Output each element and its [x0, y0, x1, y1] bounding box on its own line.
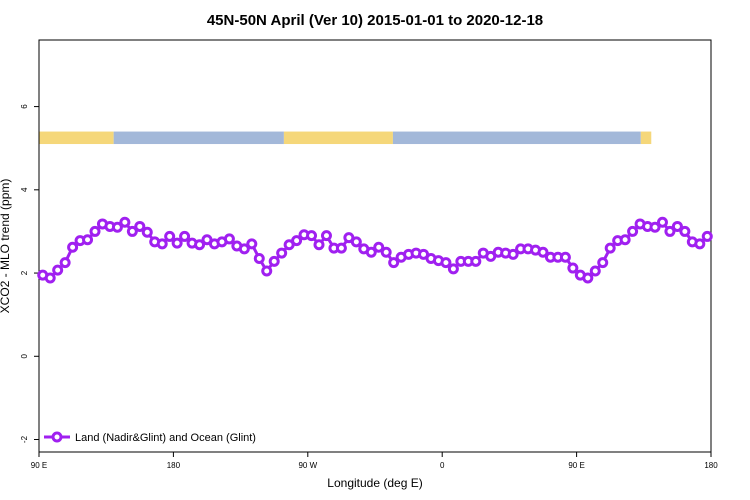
data-point — [246, 238, 258, 250]
data-point — [656, 216, 668, 228]
data-point — [44, 272, 56, 284]
data-point — [335, 242, 347, 254]
data-point — [82, 234, 94, 246]
data-point — [52, 264, 64, 276]
y-axis-label: XCO2 - MLO trend (ppm) — [0, 179, 12, 314]
data-point — [156, 238, 168, 250]
data-point — [447, 263, 459, 275]
data-point — [440, 257, 452, 269]
data-point — [507, 248, 519, 260]
data-point — [291, 235, 303, 247]
x-axis: 90 E 180 90 W 0 90 E 180 — [31, 452, 718, 470]
data-point — [134, 220, 146, 232]
y-tick-label: 0 — [20, 354, 29, 359]
data-point — [238, 243, 250, 255]
data-point — [111, 221, 123, 233]
map-band-land-4 — [640, 131, 652, 145]
data-point — [320, 230, 332, 242]
data-point — [388, 257, 400, 269]
data-point — [171, 237, 183, 249]
data-point — [67, 241, 79, 253]
data-point — [664, 225, 676, 237]
x-tick-label: 90 E — [568, 461, 584, 470]
data-point — [559, 251, 571, 263]
x-axis-label: Longitude (deg E) — [327, 476, 422, 490]
data-point — [567, 262, 579, 274]
data-point — [313, 239, 325, 251]
data-point — [194, 239, 206, 251]
legend-label: Land (Nadir&Glint) and Ocean (Glint) — [75, 432, 256, 444]
data-point — [537, 246, 549, 258]
y-axis: -2 0 2 4 6 — [20, 104, 39, 443]
data-point — [671, 220, 683, 232]
data-point — [694, 238, 706, 250]
data-point — [649, 221, 661, 233]
data-point — [380, 246, 392, 258]
data-point — [679, 225, 691, 237]
x-tick-label: 90 E — [31, 461, 47, 470]
data-point — [261, 265, 273, 277]
y-tick-label: 6 — [20, 104, 29, 109]
data-point — [179, 230, 191, 242]
legend-marker — [51, 431, 63, 443]
data-point — [373, 241, 385, 253]
data-point — [223, 233, 235, 245]
data-point — [589, 265, 601, 277]
legend: Land (Nadir&Glint) and Ocean (Glint) — [44, 431, 256, 444]
x-tick-label: 0 — [440, 461, 445, 470]
data-point — [627, 225, 639, 237]
plot-frame — [38, 39, 712, 453]
map-band-ocean-1 — [113, 131, 284, 145]
data-point — [268, 255, 280, 267]
data-point — [470, 255, 482, 267]
x-tick-label: 90 W — [298, 461, 317, 470]
data-point — [126, 225, 138, 237]
data-point — [604, 242, 616, 254]
data-point — [582, 272, 594, 284]
map-band-land-2 — [283, 131, 393, 145]
data-point — [59, 257, 71, 269]
series-land-ocean — [37, 216, 713, 284]
map-band — [39, 131, 652, 145]
y-tick-label: 2 — [20, 270, 29, 275]
data-point — [306, 230, 318, 242]
x-tick-label: 180 — [704, 461, 718, 470]
data-point — [276, 247, 288, 259]
chart-title: 45N-50N April (Ver 10) 2015-01-01 to 202… — [207, 12, 543, 29]
data-point — [619, 234, 631, 246]
x-tick-label: 180 — [167, 461, 181, 470]
data-point — [597, 257, 609, 269]
y-tick-label: 4 — [20, 187, 29, 192]
data-point — [164, 230, 176, 242]
map-band-land-0 — [39, 131, 114, 145]
data-point — [253, 252, 265, 264]
y-tick-label: -2 — [20, 435, 29, 443]
map-band-ocean-3 — [392, 131, 641, 145]
data-point — [350, 236, 362, 248]
data-point — [89, 225, 101, 237]
data-point — [365, 246, 377, 258]
data-point — [701, 230, 713, 242]
data-point — [119, 216, 131, 228]
data-point — [141, 226, 153, 238]
